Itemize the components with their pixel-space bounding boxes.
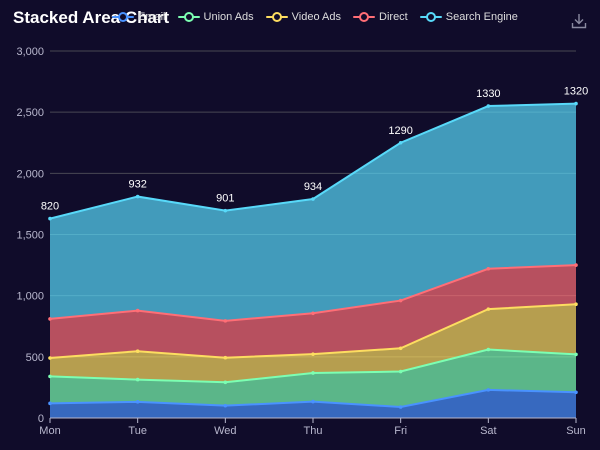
x-tick-label: Mon [39, 425, 60, 437]
data-label: 820 [41, 201, 59, 213]
point-email [223, 403, 228, 408]
point-video-ads [48, 356, 52, 360]
point-video-ads [135, 349, 140, 354]
point-email [574, 390, 578, 395]
legend-item-video-ads[interactable]: Video Ads [265, 11, 342, 23]
x-tick-label: Sun [566, 425, 586, 437]
legend-marker-icon [265, 12, 288, 22]
point-email [486, 388, 491, 392]
area-union-ads [50, 349, 576, 407]
point-video-ads [486, 307, 491, 311]
data-label: 934 [304, 181, 322, 193]
x-tick-label: Thu [304, 425, 323, 437]
point-video-ads [223, 355, 228, 360]
y-tick-label: 1,500 [16, 230, 44, 242]
point-search-engine [135, 194, 140, 199]
data-label: 901 [216, 193, 234, 205]
legend-marker-icon [177, 12, 200, 22]
point-direct [135, 308, 140, 313]
point-union-ads [48, 374, 52, 379]
point-direct [311, 311, 315, 316]
point-direct [223, 319, 228, 323]
y-tick-label: 2,500 [16, 107, 44, 119]
x-tick-label: Fri [394, 425, 407, 437]
point-direct [486, 266, 491, 271]
legend-label: Direct [379, 11, 408, 23]
data-label: 1320 [564, 86, 588, 98]
point-email [398, 405, 403, 409]
legend-item-search-engine[interactable]: Search Engine [419, 11, 518, 23]
point-direct [398, 298, 403, 303]
x-tick-label: Sat [480, 425, 497, 437]
point-search-engine [574, 101, 578, 106]
legend-item-union-ads[interactable]: Union Ads [177, 11, 254, 23]
point-union-ads [486, 347, 491, 352]
x-tick-label: Tue [128, 425, 147, 437]
y-tick-label: 0 [38, 413, 44, 425]
y-tick-label: 1,000 [16, 291, 44, 303]
x-tick-label: Wed [214, 425, 236, 437]
legend-label: Email [138, 11, 166, 23]
legend-label: Union Ads [203, 11, 254, 23]
point-union-ads [311, 371, 315, 375]
point-union-ads [223, 380, 228, 385]
point-direct [48, 317, 52, 321]
point-email [48, 401, 52, 406]
point-video-ads [574, 302, 578, 307]
point-direct [574, 263, 578, 267]
legend-label: Search Engine [445, 11, 518, 23]
point-email [311, 399, 315, 404]
area-search-engine [50, 103, 576, 321]
legend-item-email[interactable]: Email [112, 11, 166, 23]
area-video-ads [50, 304, 576, 383]
point-search-engine [311, 197, 315, 201]
y-tick-label: 3,000 [16, 46, 44, 58]
point-search-engine [486, 104, 491, 108]
data-label: 1330 [476, 88, 500, 100]
legend-label: Video Ads [291, 11, 342, 23]
area-direct [50, 265, 576, 359]
legend-marker-icon [353, 12, 376, 22]
data-label: 1290 [388, 125, 412, 137]
point-union-ads [135, 377, 140, 382]
point-search-engine [398, 140, 403, 145]
y-tick-label: 2,000 [16, 168, 44, 180]
chart-legend: Email Union Ads Video Ads Direct Search … [112, 11, 518, 23]
point-union-ads [398, 369, 403, 374]
chart-title: Stacked Area Chart [13, 8, 170, 27]
point-video-ads [398, 346, 403, 351]
legend-item-direct[interactable]: Direct [353, 11, 408, 23]
y-tick-label: 500 [26, 352, 44, 364]
data-label: 932 [128, 179, 146, 191]
point-search-engine [223, 208, 228, 213]
point-email [135, 400, 140, 404]
legend-marker-icon [419, 12, 442, 22]
legend-marker-icon [112, 12, 134, 22]
point-video-ads [311, 352, 315, 356]
download-icon[interactable] [570, 12, 588, 30]
point-search-engine [48, 216, 52, 221]
area-email [50, 389, 576, 418]
point-union-ads [574, 352, 578, 357]
